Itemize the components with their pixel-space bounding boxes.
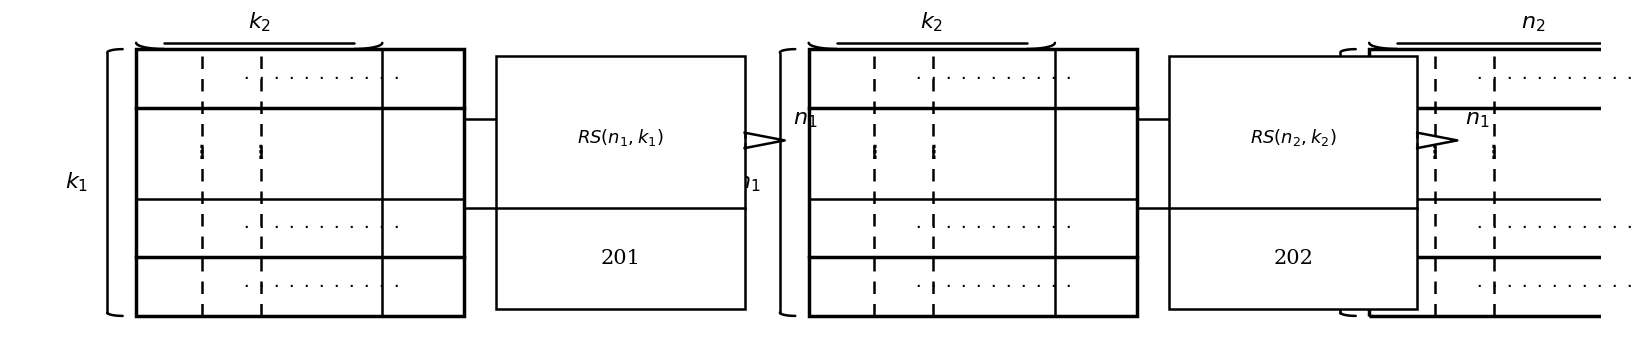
Text: $RS(n_2,k_2)$: $RS(n_2,k_2)$	[1250, 126, 1336, 147]
Text: $n_1$: $n_1$	[1296, 172, 1321, 193]
Text: · · · · · · · · · · ·: · · · · · · · · · · ·	[243, 72, 401, 85]
Bar	[808, 49, 1137, 316]
Text: · · · · · · · · · · ·: · · · · · · · · · · ·	[1475, 72, 1633, 85]
Text: $k_1$: $k_1$	[64, 171, 89, 194]
Text: $RS(n_1,k_1)$: $RS(n_1,k_1)$	[577, 126, 664, 147]
Text: $k_2$: $k_2$	[248, 11, 271, 34]
Text: · · · · · · · · · · ·: · · · · · · · · · · ·	[243, 221, 401, 234]
Bar	[496, 56, 744, 309]
Text: 202: 202	[1273, 249, 1313, 268]
Text: $k_2$: $k_2$	[920, 11, 943, 34]
Text: $n_2$: $n_2$	[1521, 12, 1546, 34]
Text: · · · · · · · · · · ·: · · · · · · · · · · ·	[1475, 221, 1633, 234]
Polygon shape	[744, 133, 785, 148]
Bar	[1369, 49, 1643, 316]
Text: ⋮: ⋮	[925, 144, 943, 162]
Text: $n_1$: $n_1$	[736, 172, 761, 193]
Text: $n_1$: $n_1$	[1466, 108, 1490, 130]
Text: ⋮: ⋮	[1426, 144, 1444, 162]
Text: · · · · · · · · · · ·: · · · · · · · · · · ·	[1475, 280, 1633, 293]
Text: · · · · · · · · · · ·: · · · · · · · · · · ·	[915, 72, 1073, 85]
Text: 201: 201	[601, 249, 641, 268]
Bar	[1170, 56, 1418, 309]
Text: $n_1$: $n_1$	[792, 108, 817, 130]
Text: · · · · · · · · · · ·: · · · · · · · · · · ·	[915, 221, 1073, 234]
Bar	[136, 49, 465, 316]
Text: · · · · · · · · · · ·: · · · · · · · · · · ·	[915, 280, 1073, 293]
Text: ⋮: ⋮	[866, 144, 884, 162]
Polygon shape	[1418, 133, 1457, 148]
Text: ⋮: ⋮	[1485, 144, 1503, 162]
Text: · · · · · · · · · · ·: · · · · · · · · · · ·	[243, 280, 401, 293]
Text: ⋮: ⋮	[192, 144, 210, 162]
Text: ⋮: ⋮	[251, 144, 269, 162]
